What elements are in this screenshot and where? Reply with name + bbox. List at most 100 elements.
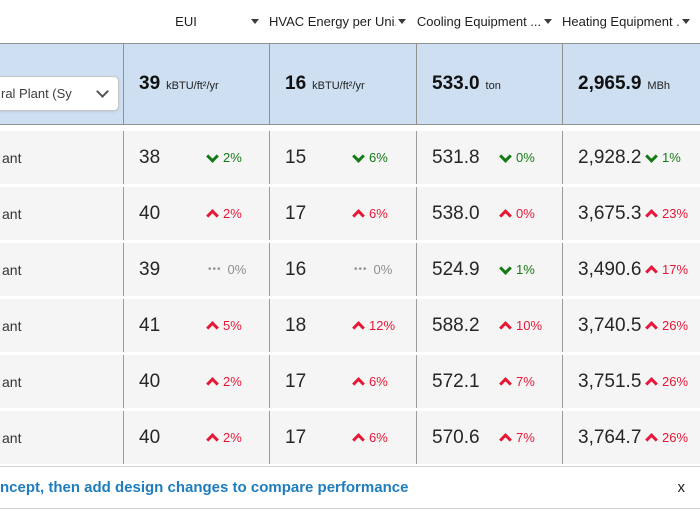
trend-arrow-icon bbox=[499, 208, 512, 222]
trend-percent: 0% bbox=[227, 262, 247, 277]
design-option-label[interactable]: ant bbox=[2, 261, 22, 278]
trend-percent: 7% bbox=[516, 430, 535, 445]
trend-percent: 5% bbox=[223, 318, 242, 333]
design-option-label[interactable]: ant bbox=[2, 317, 22, 334]
trend-arrow-icon bbox=[352, 208, 365, 222]
trend-indicator: 1% bbox=[499, 261, 535, 277]
baseline-value: 2,965.9 bbox=[578, 73, 642, 94]
trend-percent: 23% bbox=[662, 206, 689, 221]
trend-arrow-icon bbox=[206, 376, 219, 390]
metric-value: 40 bbox=[139, 426, 161, 448]
metric-cell: 3,490.6 17% bbox=[562, 243, 700, 296]
baseline-unit: MBh bbox=[647, 80, 671, 92]
dropdown-caret-icon bbox=[251, 19, 259, 24]
baseline-heating-cell: 2,965.9 MBh bbox=[562, 44, 700, 124]
design-option-label[interactable]: ant bbox=[2, 429, 22, 446]
table-row[interactable]: ant 38 2% 15 6% 531.8 0% 2,928.2 1% bbox=[0, 131, 700, 184]
metric-cell: 40 2% bbox=[123, 187, 269, 240]
metric-value: 17 bbox=[285, 202, 307, 224]
metric-cell: 3,740.5 26% bbox=[562, 299, 700, 352]
dropdown-caret-icon bbox=[544, 19, 552, 24]
metric-value: 18 bbox=[285, 314, 307, 336]
metric-cell: 38 2% bbox=[123, 131, 269, 184]
trend-percent: 12% bbox=[369, 318, 396, 333]
trend-indicator: 2% bbox=[206, 374, 242, 390]
metric-cell: 15 6% bbox=[269, 131, 416, 184]
trend-arrow-icon bbox=[499, 261, 512, 275]
trend-percent: 7% bbox=[516, 374, 535, 389]
table-row[interactable]: ant 40 2% 17 6% 572.1 7% 3,751.5 26% bbox=[0, 355, 700, 408]
metric-cell: 17 6% bbox=[269, 187, 416, 240]
trend-percent: 2% bbox=[223, 374, 242, 389]
close-icon[interactable]: x bbox=[677, 479, 686, 496]
metric-value: 15 bbox=[285, 146, 307, 168]
trend-percent: 1% bbox=[662, 150, 681, 165]
column-selector-cooling-equipment[interactable]: Cooling Equipment ... bbox=[416, 0, 562, 43]
trend-indicator: 6% bbox=[352, 149, 388, 165]
baseline-value: 39 bbox=[139, 73, 161, 94]
baseline-value: 533.0 bbox=[432, 73, 480, 94]
trend-indicator: 1% bbox=[645, 149, 681, 165]
trend-flat-icon bbox=[208, 264, 222, 275]
model-selector-value: ral Plant (Sy bbox=[1, 86, 72, 101]
trend-indicator: 17% bbox=[645, 262, 688, 278]
column-selector-heating-equipment[interactable]: Heating Equipment ... bbox=[562, 0, 700, 43]
column-selector-label: EUI bbox=[175, 14, 197, 29]
trend-arrow-icon bbox=[499, 432, 512, 446]
metric-cell: 2,928.2 1% bbox=[562, 131, 700, 184]
design-option-label[interactable]: ant bbox=[2, 149, 22, 166]
trend-indicator: 2% bbox=[206, 149, 242, 165]
metric-value: 3,751.5 bbox=[578, 370, 642, 392]
trend-indicator: 6% bbox=[352, 374, 388, 390]
metric-cell: 40 2% bbox=[123, 411, 269, 464]
trend-arrow-icon bbox=[645, 149, 658, 163]
trend-arrow-icon bbox=[352, 149, 365, 163]
design-option-label[interactable]: ant bbox=[2, 373, 22, 390]
trend-indicator: 7% bbox=[499, 374, 535, 390]
comparison-table-body: ant 38 2% 15 6% 531.8 0% 2,928.2 1% ant … bbox=[0, 131, 700, 464]
column-selector-hvac-energy[interactable]: HVAC Energy per Uni... bbox=[269, 0, 416, 43]
trend-indicator: 0% bbox=[354, 262, 393, 277]
metric-value: 570.6 bbox=[432, 426, 480, 448]
trend-indicator: 0% bbox=[499, 149, 535, 165]
dropdown-caret-icon bbox=[682, 19, 690, 24]
baseline-cooling-cell: 533.0 ton bbox=[416, 44, 562, 124]
dropdown-caret-icon bbox=[398, 19, 406, 24]
trend-arrow-icon bbox=[499, 149, 512, 163]
metric-value: 17 bbox=[285, 370, 307, 392]
baseline-value: 16 bbox=[285, 73, 307, 94]
table-row[interactable]: ant 40 2% 17 6% 570.6 7% 3,764.7 26% bbox=[0, 411, 700, 464]
trend-percent: 26% bbox=[662, 318, 689, 333]
metric-cell: 572.1 7% bbox=[416, 355, 562, 408]
trend-percent: 26% bbox=[662, 374, 689, 389]
trend-arrow-icon bbox=[499, 376, 512, 390]
metric-value: 40 bbox=[139, 370, 161, 392]
topbar-spacer bbox=[0, 0, 123, 43]
metric-value: 16 bbox=[285, 258, 307, 280]
table-row[interactable]: ant 40 2% 17 6% 538.0 0% 3,675.3 23% bbox=[0, 187, 700, 240]
trend-indicator: 26% bbox=[645, 430, 688, 446]
model-selector-dropdown[interactable]: ral Plant (Sy bbox=[0, 76, 119, 111]
trend-indicator: 7% bbox=[499, 430, 535, 446]
trend-arrow-icon bbox=[352, 432, 365, 446]
baseline-header-row: ral Plant (Sy 39 kBTU/ft²/yr 16 kBTU/ft²… bbox=[0, 43, 700, 125]
baseline-unit: ton bbox=[485, 80, 501, 92]
trend-arrow-icon bbox=[645, 264, 658, 278]
metric-value: 3,490.6 bbox=[578, 258, 642, 280]
baseline-hvac-cell: 16 kBTU/ft²/yr bbox=[269, 44, 416, 124]
table-row[interactable]: ant 39 0% 16 0% 524.9 1% 3,490.6 17% bbox=[0, 243, 700, 296]
metric-value: 588.2 bbox=[432, 314, 480, 336]
table-row[interactable]: ant 41 5% 18 12% 588.2 10% 3,740.5 26% bbox=[0, 299, 700, 352]
metric-value: 3,764.7 bbox=[578, 426, 642, 448]
column-selector-label: HVAC Energy per Uni... bbox=[269, 14, 396, 29]
baseline-eui-cell: 39 kBTU/ft²/yr bbox=[123, 44, 269, 124]
metric-value: 3,675.3 bbox=[578, 202, 642, 224]
metric-value: 2,928.2 bbox=[578, 146, 642, 168]
column-selector-label: Heating Equipment ... bbox=[562, 14, 680, 29]
column-selector-eui[interactable]: EUI bbox=[123, 0, 269, 43]
metric-cell: 39 0% bbox=[123, 243, 269, 296]
trend-arrow-icon bbox=[206, 208, 219, 222]
trend-indicator: 6% bbox=[352, 430, 388, 446]
trend-percent: 1% bbox=[516, 262, 535, 277]
design-option-label[interactable]: ant bbox=[2, 205, 22, 222]
